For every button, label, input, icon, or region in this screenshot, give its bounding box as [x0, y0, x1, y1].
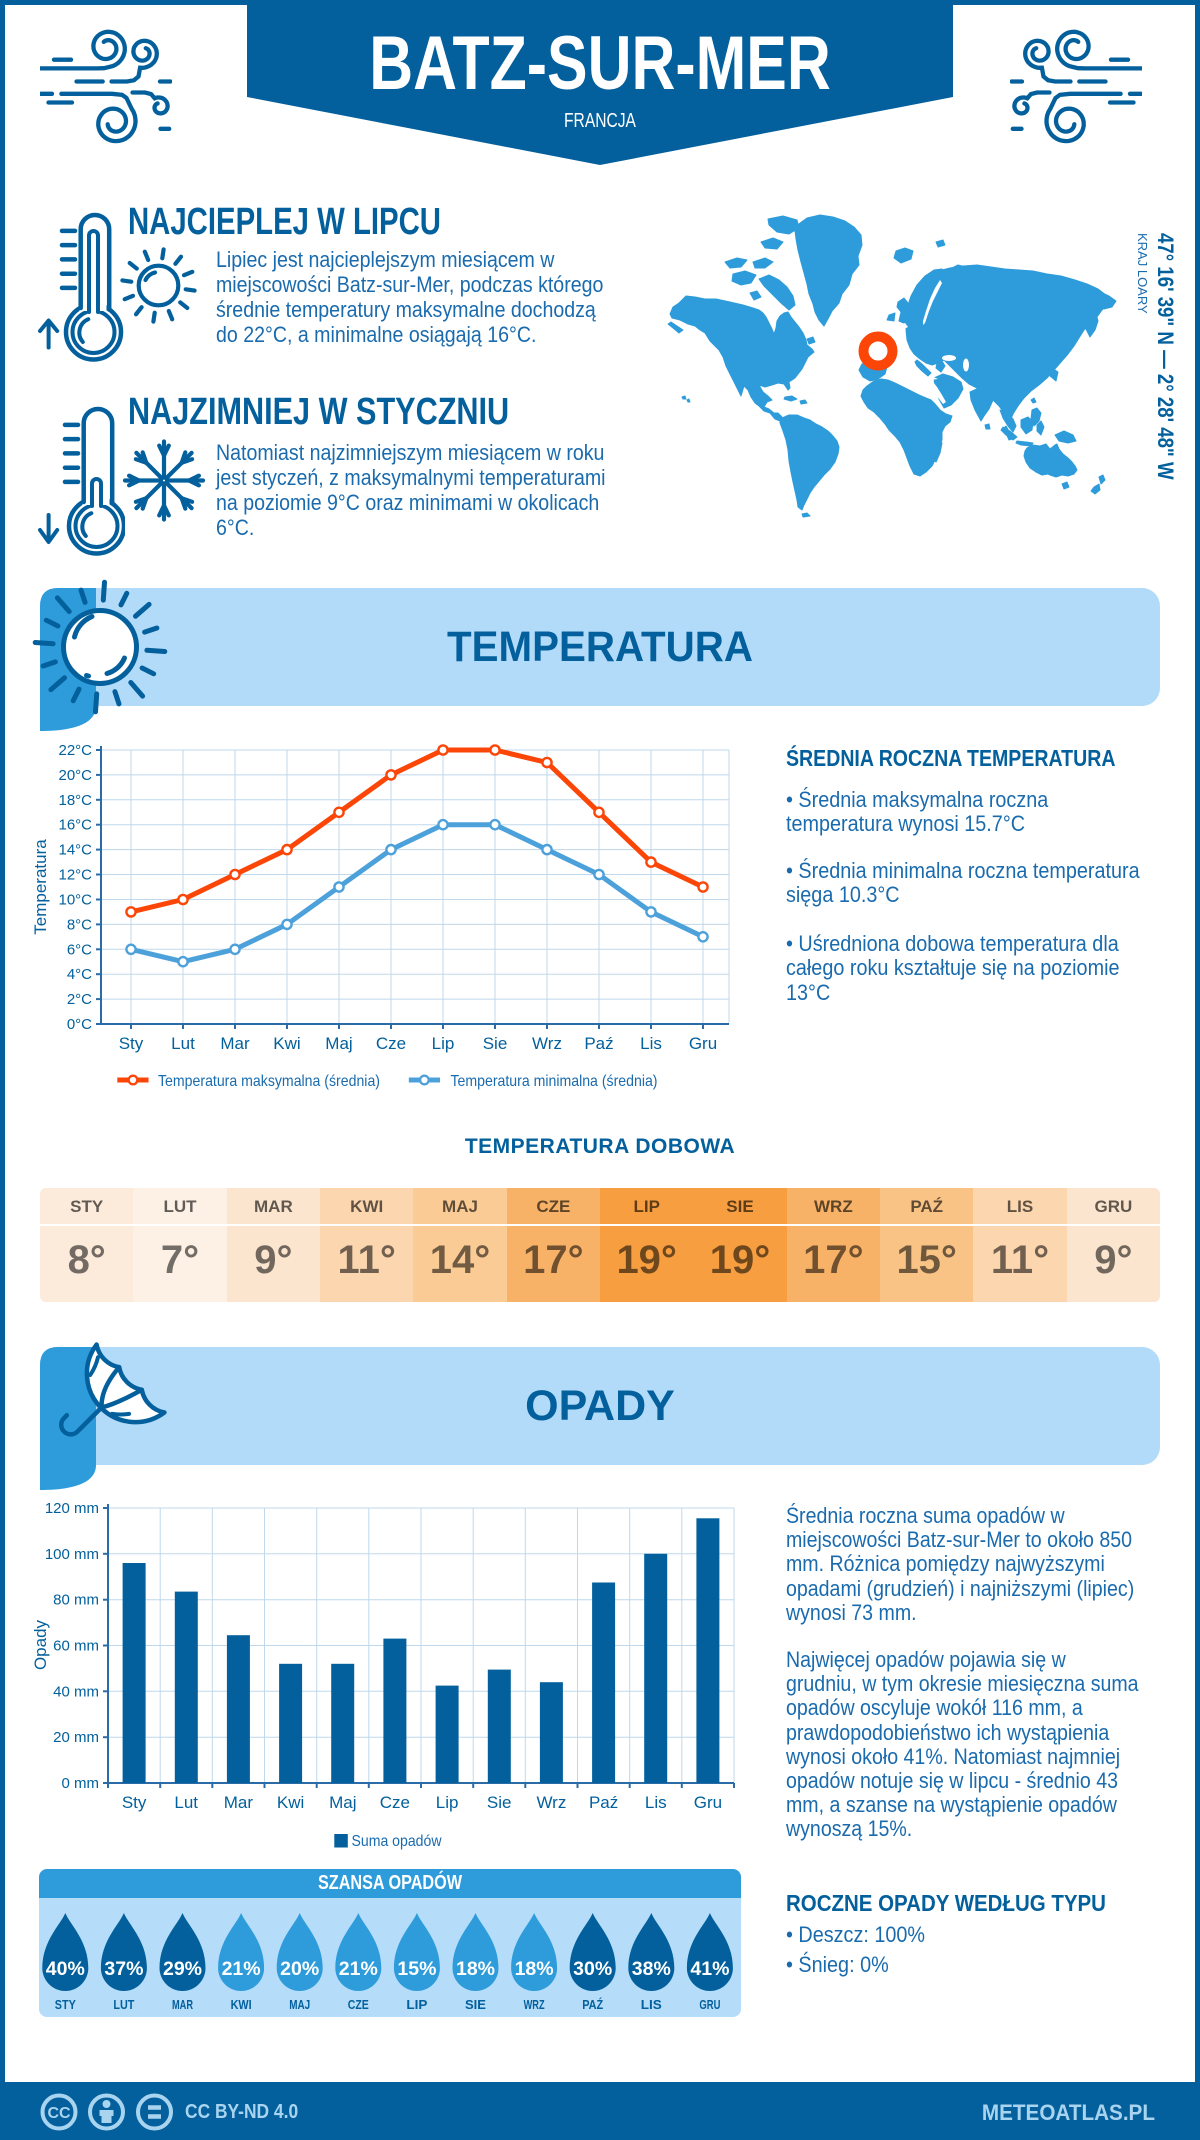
svg-text:Wrz: Wrz	[532, 1034, 562, 1053]
svg-text:Maj: Maj	[329, 1793, 356, 1812]
svg-text:Cze: Cze	[376, 1034, 406, 1053]
svg-text:Suma opadów: Suma opadów	[352, 1833, 442, 1850]
svg-text:Kwi: Kwi	[277, 1793, 304, 1812]
svg-text:12°C: 12°C	[58, 867, 92, 884]
svg-text:10°C: 10°C	[58, 892, 92, 909]
svg-text:120 mm: 120 mm	[45, 1500, 99, 1517]
svg-text:18%: 18%	[456, 1958, 495, 1980]
svg-text:38%: 38%	[632, 1958, 671, 1980]
svg-text:Lis: Lis	[645, 1793, 667, 1812]
svg-text:15%: 15%	[397, 1958, 436, 1980]
svg-text:Wrz: Wrz	[536, 1793, 566, 1812]
svg-text:Gru: Gru	[689, 1034, 717, 1053]
svg-text:Sty: Sty	[122, 1793, 147, 1812]
svg-text:Lip: Lip	[432, 1034, 455, 1053]
svg-text:22°C: 22°C	[58, 742, 92, 759]
svg-text:21%: 21%	[339, 1958, 378, 1980]
svg-text:MAJ: MAJ	[289, 1998, 310, 2012]
svg-text:0 mm: 0 mm	[62, 1775, 100, 1792]
svg-text:2°C: 2°C	[67, 991, 92, 1008]
svg-text:Kwi: Kwi	[273, 1034, 300, 1053]
svg-text:20%: 20%	[280, 1958, 319, 1980]
svg-text:8°C: 8°C	[67, 916, 92, 933]
svg-text:Mar: Mar	[224, 1793, 254, 1812]
svg-text:Cze: Cze	[380, 1793, 410, 1812]
svg-text:Paź: Paź	[589, 1793, 618, 1812]
svg-text:Gru: Gru	[694, 1793, 722, 1812]
svg-text:GRU: GRU	[699, 1998, 720, 2012]
svg-text:WRZ: WRZ	[524, 1998, 545, 2012]
svg-text:6°C: 6°C	[67, 941, 92, 958]
svg-text:Sty: Sty	[119, 1034, 144, 1053]
svg-text:Lut: Lut	[174, 1793, 198, 1812]
svg-text:Mar: Mar	[220, 1034, 250, 1053]
svg-text:CZE: CZE	[348, 1998, 369, 2012]
svg-text:STY: STY	[55, 1998, 77, 2012]
svg-text:14°C: 14°C	[58, 842, 92, 859]
svg-text:Sie: Sie	[483, 1034, 508, 1053]
svg-text:60 mm: 60 mm	[53, 1638, 99, 1655]
svg-text:Temperatura maksymalna (średni: Temperatura maksymalna (średnia)	[158, 1073, 380, 1090]
svg-text:KWI: KWI	[231, 1998, 252, 2012]
svg-text:SIE: SIE	[465, 1998, 486, 2012]
svg-text:80 mm: 80 mm	[53, 1592, 99, 1609]
svg-text:PAŹ: PAŹ	[582, 1997, 603, 2012]
svg-text:30%: 30%	[573, 1958, 612, 1980]
svg-text:Sie: Sie	[487, 1793, 512, 1812]
svg-text:20 mm: 20 mm	[53, 1729, 99, 1746]
svg-text:0°C: 0°C	[67, 1016, 92, 1033]
svg-text:Lis: Lis	[640, 1034, 662, 1053]
svg-text:29%: 29%	[163, 1958, 202, 1980]
svg-text:LIP: LIP	[406, 1998, 427, 2012]
svg-text:16°C: 16°C	[58, 817, 92, 834]
svg-text:18°C: 18°C	[58, 792, 92, 809]
svg-text:Paź: Paź	[584, 1034, 613, 1053]
svg-text:41%: 41%	[690, 1958, 729, 1980]
svg-text:LIS: LIS	[641, 1998, 662, 2012]
svg-text:LUT: LUT	[113, 1998, 134, 2012]
svg-text:21%: 21%	[222, 1958, 261, 1980]
svg-text:40 mm: 40 mm	[53, 1683, 99, 1700]
svg-text:100 mm: 100 mm	[45, 1546, 99, 1563]
svg-text:Lip: Lip	[436, 1793, 459, 1812]
svg-text:CC: CC	[47, 2105, 71, 2122]
svg-text:4°C: 4°C	[67, 966, 92, 983]
svg-text:20°C: 20°C	[58, 767, 92, 784]
svg-text:MAR: MAR	[172, 1998, 193, 2012]
svg-text:37%: 37%	[104, 1958, 143, 1980]
svg-text:Lut: Lut	[171, 1034, 195, 1053]
svg-text:Temperatura minimalna (średnia: Temperatura minimalna (średnia)	[451, 1073, 658, 1090]
svg-text:Maj: Maj	[325, 1034, 352, 1053]
svg-text:18%: 18%	[515, 1958, 554, 1980]
svg-text:Opady: Opady	[31, 1619, 50, 1670]
svg-text:Temperatura: Temperatura	[31, 839, 50, 935]
svg-text:40%: 40%	[46, 1958, 85, 1980]
